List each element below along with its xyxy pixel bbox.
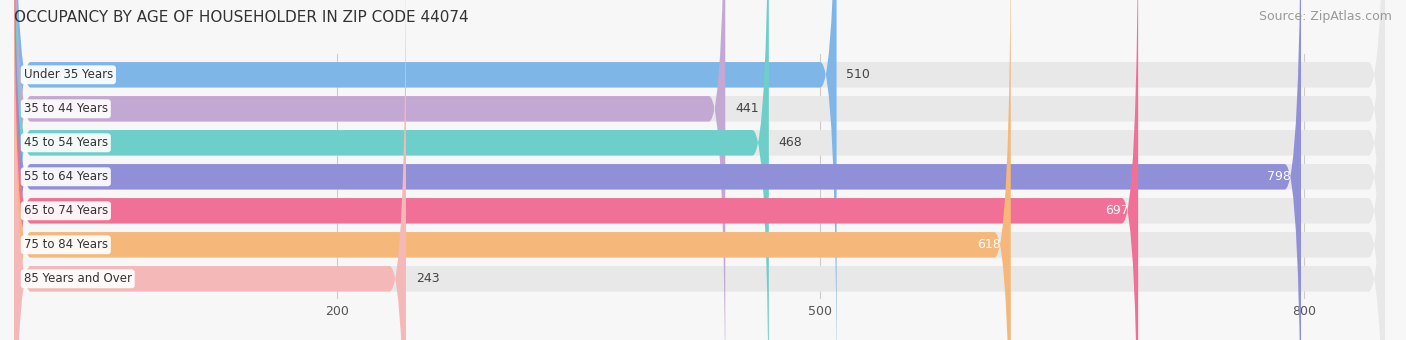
FancyBboxPatch shape [14, 0, 1385, 340]
Text: 618: 618 [977, 238, 1001, 251]
FancyBboxPatch shape [14, 0, 1385, 340]
Text: 85 Years and Over: 85 Years and Over [24, 272, 132, 285]
Text: 55 to 64 Years: 55 to 64 Years [24, 170, 108, 183]
FancyBboxPatch shape [14, 0, 1011, 340]
FancyBboxPatch shape [14, 0, 1385, 340]
Text: 75 to 84 Years: 75 to 84 Years [24, 238, 108, 251]
FancyBboxPatch shape [14, 0, 1385, 340]
FancyBboxPatch shape [14, 0, 1385, 340]
Text: Under 35 Years: Under 35 Years [24, 68, 112, 81]
Text: 65 to 74 Years: 65 to 74 Years [24, 204, 108, 217]
FancyBboxPatch shape [14, 0, 837, 340]
Text: 697: 697 [1105, 204, 1129, 217]
Text: OCCUPANCY BY AGE OF HOUSEHOLDER IN ZIP CODE 44074: OCCUPANCY BY AGE OF HOUSEHOLDER IN ZIP C… [14, 10, 468, 25]
FancyBboxPatch shape [14, 0, 769, 340]
FancyBboxPatch shape [14, 0, 1385, 340]
Text: 468: 468 [779, 136, 803, 149]
Text: 35 to 44 Years: 35 to 44 Years [24, 102, 108, 115]
FancyBboxPatch shape [14, 0, 725, 340]
FancyBboxPatch shape [14, 0, 1301, 340]
Text: 510: 510 [846, 68, 870, 81]
FancyBboxPatch shape [14, 0, 406, 340]
Text: Source: ZipAtlas.com: Source: ZipAtlas.com [1258, 10, 1392, 23]
FancyBboxPatch shape [14, 0, 1139, 340]
Text: 45 to 54 Years: 45 to 54 Years [24, 136, 108, 149]
Text: 798: 798 [1267, 170, 1291, 183]
Text: 441: 441 [735, 102, 759, 115]
FancyBboxPatch shape [14, 0, 1385, 340]
Text: 243: 243 [416, 272, 439, 285]
